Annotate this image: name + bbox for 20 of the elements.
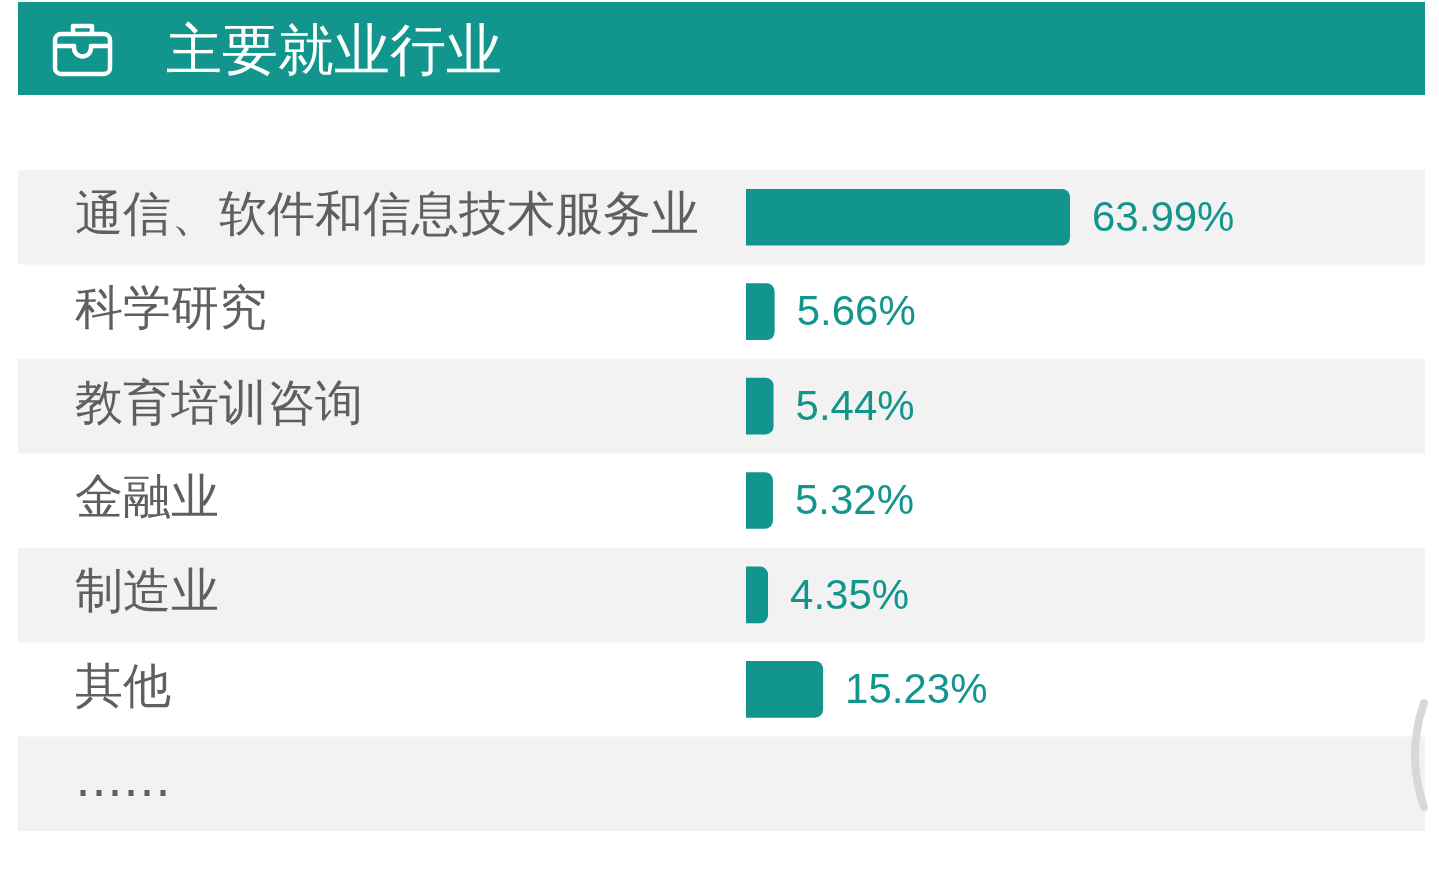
y-tick-label: 科学研究 bbox=[75, 279, 267, 336]
bar bbox=[746, 283, 775, 340]
y-tick-label: 制造业 bbox=[75, 562, 219, 619]
bar bbox=[746, 661, 824, 718]
y-tick-label: 其他 bbox=[75, 656, 171, 713]
data-label: 5.32% bbox=[794, 476, 915, 524]
y-tick-label: …… bbox=[75, 751, 171, 808]
chart-title: 主要就业行业 bbox=[166, 16, 502, 84]
data-label: 5.66% bbox=[796, 287, 916, 335]
y-tick-label: 教育培训咨询 bbox=[75, 373, 363, 430]
bar bbox=[746, 377, 774, 435]
y-tick-label: 通信、软件和信息技术服务业 bbox=[75, 184, 699, 241]
data-label: 5.44% bbox=[795, 381, 915, 429]
bar bbox=[746, 472, 773, 529]
data-label: 63.99% bbox=[1092, 192, 1235, 240]
y-tick-label: 金融业 bbox=[75, 467, 219, 524]
data-label: 4.35% bbox=[790, 570, 910, 618]
bar bbox=[746, 188, 1070, 246]
data-label: 15.23% bbox=[845, 664, 988, 712]
bar bbox=[746, 566, 769, 624]
